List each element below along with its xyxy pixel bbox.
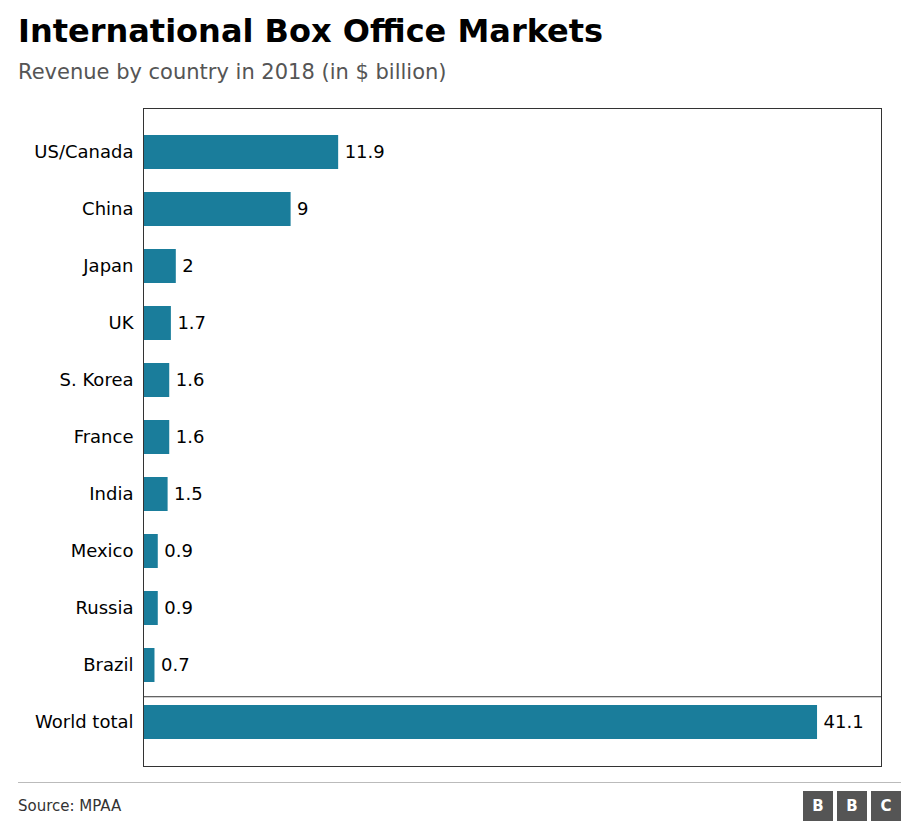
svg-text:0.7: 0.7 <box>161 654 190 675</box>
html-text:Revenue by country in 2018 (in: Revenue by country in 2018 (in $ billion… <box>18 60 447 84</box>
svg-text:France: France <box>74 426 134 447</box>
html-text:B: B <box>812 797 824 815</box>
svg-text:0.9: 0.9 <box>164 597 193 618</box>
svg-text:World total: World total <box>35 711 133 732</box>
svg-text:1.6: 1.6 <box>176 369 205 390</box>
svg-text:2: 2 <box>182 255 193 276</box>
svg-text:China: China <box>82 198 133 219</box>
html-text:C: C <box>880 797 892 815</box>
svg-text:11.9: 11.9 <box>345 141 385 162</box>
svg-text:US/Canada: US/Canada <box>34 141 133 162</box>
svg-text:Russia: Russia <box>76 597 134 618</box>
svg-text:India: India <box>89 483 133 504</box>
svg-text:UK: UK <box>109 312 135 333</box>
html-text:International Box Office Marke: International Box Office Markets <box>18 12 604 50</box>
svg-text:Mexico: Mexico <box>71 540 134 561</box>
html-text:Source: MPAA: Source: MPAA <box>18 797 122 815</box>
svg-text:0.9: 0.9 <box>164 540 193 561</box>
svg-text:1.6: 1.6 <box>176 426 205 447</box>
svg-text:9: 9 <box>297 198 308 219</box>
svg-text:41.1: 41.1 <box>824 711 864 732</box>
svg-text:S. Korea: S. Korea <box>60 369 134 390</box>
svg-text:Japan: Japan <box>82 255 133 276</box>
svg-text:1.7: 1.7 <box>177 312 206 333</box>
svg-text:1.5: 1.5 <box>174 483 203 504</box>
html-text:B: B <box>846 797 858 815</box>
svg-text:Brazil: Brazil <box>83 654 133 675</box>
